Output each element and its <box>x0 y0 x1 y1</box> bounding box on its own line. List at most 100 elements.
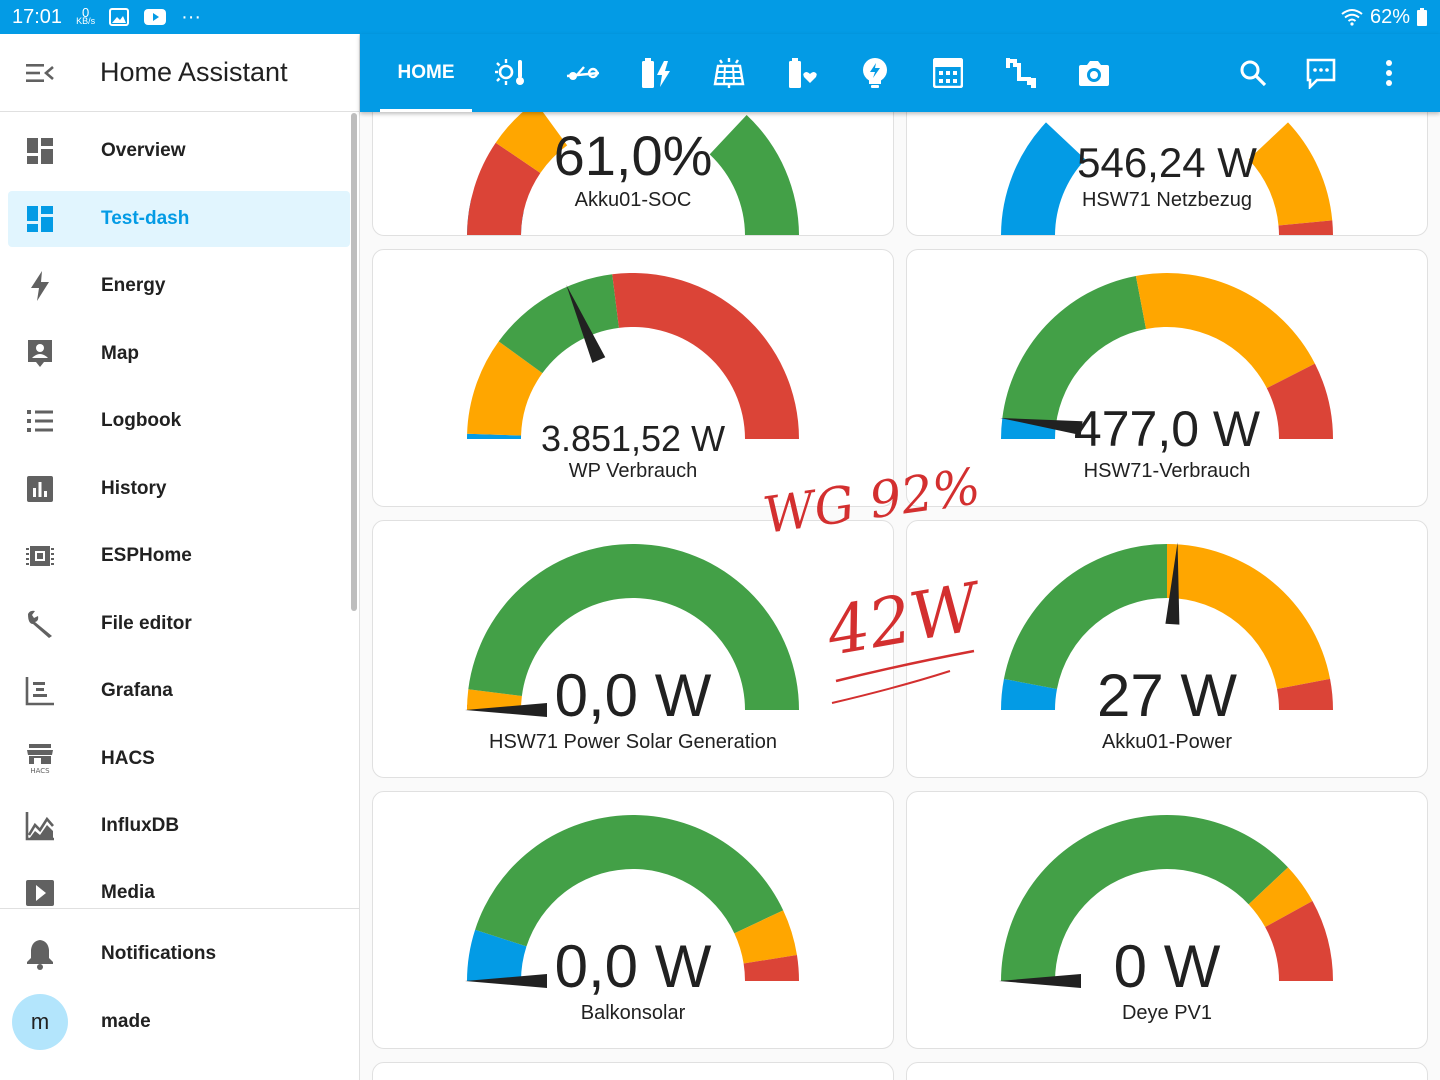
gauge-needle <box>1000 417 1083 436</box>
app-title: Home Assistant <box>100 57 288 87</box>
gauge-segment <box>1248 867 1313 928</box>
gauge-value: 477,0 W <box>1073 401 1261 457</box>
hacs-store-icon: HACS <box>8 743 72 775</box>
gauge-segment <box>467 341 543 436</box>
sidebar-item-notifications[interactable]: Notifications <box>8 926 350 982</box>
gauge-needle <box>465 703 547 717</box>
gauge-arc <box>1001 122 1333 235</box>
sidebar-item-influxdb[interactable]: InfluxDB <box>8 798 350 854</box>
gauge-segment <box>612 273 799 439</box>
gauge-segment <box>498 274 619 374</box>
view-toolbar: HOME <box>360 34 1440 112</box>
sidebar-item-esphome[interactable]: ESPHome <box>8 528 350 584</box>
pipe-icon[interactable] <box>1001 53 1041 93</box>
youtube-icon <box>144 9 167 25</box>
gauge-segment <box>467 433 522 439</box>
assist-message-icon[interactable] <box>1301 53 1341 93</box>
sidebar-item-energy[interactable]: Energy <box>8 258 350 314</box>
clock: 17:01 <box>12 5 63 28</box>
menu-open-icon[interactable] <box>0 63 80 83</box>
sidebar-item-label: Test-dash <box>101 208 190 229</box>
gauge-segment <box>1002 275 1147 425</box>
android-status-bar: 17:01 0 KB/s ··· 62% <box>0 0 1440 34</box>
gauge-label: Deye PV1 <box>1121 1002 1213 1024</box>
search-icon[interactable] <box>1233 53 1273 93</box>
gauge-label: Akku01-Power <box>1101 731 1233 753</box>
battery-percent: 62% <box>1369 5 1410 28</box>
map-account-icon <box>8 339 72 369</box>
sidebar-item-label: Map <box>101 343 139 364</box>
gauge-label: Akku01-SOC <box>574 189 692 211</box>
gauge-arc <box>467 273 799 439</box>
gauge-label: Balkonsolar <box>580 1002 686 1024</box>
sidebar-item-file-editor[interactable]: File editor <box>8 596 350 652</box>
svg-text:HACS: HACS <box>30 767 50 775</box>
chart-areaspline-icon <box>8 811 72 841</box>
gauge-card[interactable]: 27 W Akku01-Power <box>906 520 1428 778</box>
gauge-arc <box>467 101 799 235</box>
sidebar-item-test-dash[interactable]: Test-dash <box>8 191 350 247</box>
battery-charging-icon[interactable] <box>636 53 676 93</box>
gauge-card[interactable]: 3.851,52 W WP Verbrauch <box>372 249 894 507</box>
camera-icon[interactable] <box>1074 53 1114 93</box>
solar-panel-icon[interactable] <box>709 53 749 93</box>
sidebar-item-overview[interactable]: Overview <box>8 123 350 179</box>
gauge-card-partial[interactable] <box>372 1062 894 1080</box>
sidebar-item-media[interactable]: Media <box>8 865 350 909</box>
gauge-segment <box>1266 363 1333 439</box>
gauge-segment <box>1277 678 1333 710</box>
sidebar-item-label: InfluxDB <box>101 815 180 836</box>
gauge-arc <box>999 815 1333 988</box>
gauge-segment <box>743 955 799 981</box>
gauge-card[interactable]: 0,0 W Balkonsolar <box>372 791 894 1049</box>
more-notifications: ··· <box>181 5 202 28</box>
gauge-card-partial[interactable] <box>906 1062 1428 1080</box>
chart-timeline-icon <box>8 676 72 706</box>
sun-thermometer-icon[interactable] <box>490 53 530 93</box>
gauge-value: 0,0 W <box>554 933 712 1000</box>
gauge-segment <box>1248 122 1333 226</box>
sidebar-item-label: Grafana <box>101 680 173 701</box>
gauge-needle <box>465 974 547 988</box>
gauge-segment <box>467 929 527 981</box>
lightbulb-icon[interactable] <box>855 53 895 93</box>
gauge-card[interactable]: 477,0 W HSW71-Verbrauch <box>906 249 1428 507</box>
gallery-icon <box>109 8 130 26</box>
wifi-icon <box>1341 9 1363 26</box>
view-dashboard-icon <box>8 137 72 165</box>
gauge-card[interactable]: 0 W Deye PV1 <box>906 791 1428 1049</box>
sidebar-item-profile[interactable]: m made <box>8 994 350 1050</box>
sidebar-item-hacs[interactable]: HACS HACS <box>8 731 350 787</box>
gauge-label: HSW71-Verbrauch <box>1083 460 1251 482</box>
gauge-arc <box>1001 542 1333 710</box>
dots-vertical-icon[interactable] <box>1369 53 1409 93</box>
bell-icon <box>8 938 72 970</box>
sidebar-item-label: File editor <box>101 613 192 634</box>
gauge-value: 0,0 W <box>554 662 712 729</box>
gauge-needle <box>566 284 606 363</box>
notifications-label: Notifications <box>101 943 217 964</box>
gauge-arc <box>465 815 799 988</box>
sidebar-item-logbook[interactable]: Logbook <box>8 393 350 449</box>
valve-icon[interactable] <box>563 53 603 93</box>
sidebar-item-grafana[interactable]: Grafana <box>8 663 350 719</box>
sidebar-item-map[interactable]: Map <box>8 326 350 382</box>
gauge-value: 3.851,52 W <box>540 418 726 459</box>
tab-home[interactable]: HOME <box>380 34 472 112</box>
gauge-segment <box>1001 678 1057 710</box>
gauge-segment <box>734 910 797 964</box>
gauge-segment <box>467 142 541 235</box>
sidebar-scrollbar[interactable] <box>351 113 357 611</box>
chip-icon <box>8 542 72 570</box>
gauge-segment <box>1001 122 1086 235</box>
sidebar-item-history[interactable]: History <box>8 461 350 517</box>
battery-heart-icon[interactable] <box>782 53 822 93</box>
tab-home-label: HOME <box>397 62 455 83</box>
gauge-card[interactable]: 0,0 W HSW71 Power Solar Generation <box>372 520 894 778</box>
sidebar-item-label: ESPHome <box>101 545 192 566</box>
gauge-value: 61,0% <box>553 124 713 187</box>
calculator-icon[interactable] <box>928 53 968 93</box>
sidebar-item-label: Energy <box>101 275 166 296</box>
view-dashboard-icon <box>8 205 72 233</box>
gauge-segment <box>1167 544 1331 690</box>
